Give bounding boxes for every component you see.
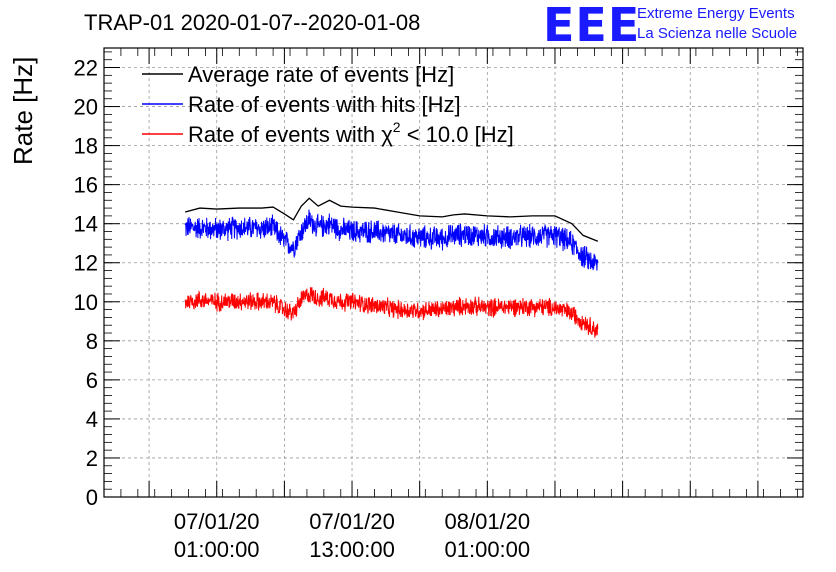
logo-line-2: La Scienza nelle Scuole bbox=[637, 25, 798, 42]
series-line-1 bbox=[184, 209, 599, 271]
y-tick-label: 16 bbox=[74, 173, 98, 198]
y-tick-label: 6 bbox=[86, 368, 98, 393]
legend: Average rate of events [Hz] Rate of even… bbox=[142, 62, 514, 147]
y-tick-label: 0 bbox=[86, 485, 98, 510]
y-tick-label: 10 bbox=[74, 290, 98, 315]
x-tick-date: 07/01/20 bbox=[309, 509, 395, 534]
x-tick-time: 13:00:00 bbox=[309, 537, 395, 562]
y-tick-label: 18 bbox=[74, 134, 98, 159]
x-tick-time: 01:00:00 bbox=[445, 537, 531, 562]
x-tick-date: 08/01/20 bbox=[445, 509, 531, 534]
axes: 0 2 4 6 8 10 12 14 16 18 20 22 07/01/20 01:00:00 07/01… bbox=[74, 47, 804, 562]
logo-letters: EEE bbox=[543, 0, 641, 52]
legend-chi2-symbol: χ bbox=[381, 122, 393, 147]
legend-label-chi2: Rate of events with χ2 < 10.0 [Hz] bbox=[188, 119, 514, 147]
series-line-2 bbox=[184, 287, 599, 338]
series-lines bbox=[184, 197, 599, 338]
plot-frame bbox=[103, 47, 804, 498]
y-tick-label: 4 bbox=[86, 407, 98, 432]
y-tick-label: 22 bbox=[74, 56, 98, 81]
x-tick-time: 01:00:00 bbox=[174, 537, 260, 562]
legend-chi2-prefix: Rate of events with bbox=[188, 122, 381, 147]
chart-title: TRAP-01 2020-01-07--2020-01-08 bbox=[84, 10, 421, 35]
logo-line-1: Extreme Energy Events bbox=[637, 5, 795, 22]
y-tick-label: 12 bbox=[74, 251, 98, 276]
legend-label-average: Average rate of events [Hz] bbox=[188, 62, 454, 87]
y-tick-label: 14 bbox=[74, 212, 98, 237]
legend-label-hits: Rate of events with hits [Hz] bbox=[188, 92, 461, 117]
y-tick-label: 20 bbox=[74, 95, 98, 120]
y-tick-label: 8 bbox=[86, 329, 98, 354]
legend-chi2-sup: 2 bbox=[393, 119, 401, 135]
y-tick-label: 2 bbox=[86, 446, 98, 471]
series-line-0 bbox=[185, 197, 599, 242]
legend-chi2-suffix: < 10.0 [Hz] bbox=[401, 122, 514, 147]
x-tick-date: 07/01/20 bbox=[174, 509, 260, 534]
